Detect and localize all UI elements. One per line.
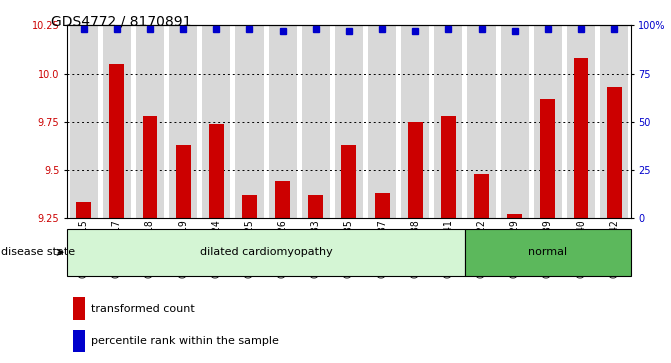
Bar [368, 25, 396, 218]
Text: disease state: disease state [1, 247, 74, 257]
Bar [474, 174, 489, 218]
Bar [408, 122, 423, 218]
Bar [103, 25, 131, 218]
Bar [533, 25, 562, 218]
Bar [574, 58, 588, 218]
Bar [275, 181, 290, 218]
Bar [72, 297, 85, 320]
Bar [268, 25, 297, 218]
Text: GDS4772 / 8170891: GDS4772 / 8170891 [50, 15, 191, 29]
Text: transformed count: transformed count [91, 304, 195, 314]
Bar [308, 195, 323, 218]
Bar [109, 64, 124, 218]
Bar [465, 229, 631, 276]
Bar [434, 25, 462, 218]
Bar [209, 123, 223, 218]
Bar [567, 25, 595, 218]
Bar [142, 116, 158, 218]
Bar [335, 25, 363, 218]
Bar [72, 330, 85, 352]
Bar [169, 25, 197, 218]
Bar [242, 195, 257, 218]
Bar [374, 193, 390, 218]
Bar [507, 214, 522, 218]
Bar [202, 25, 230, 218]
Bar [176, 145, 191, 218]
Text: percentile rank within the sample: percentile rank within the sample [91, 337, 278, 346]
Bar [302, 25, 330, 218]
Bar [468, 25, 496, 218]
Bar [441, 116, 456, 218]
Bar [600, 25, 628, 218]
Bar [67, 229, 465, 276]
Bar [501, 25, 529, 218]
Bar [236, 25, 264, 218]
Bar [540, 98, 556, 218]
Bar [401, 25, 429, 218]
Text: dilated cardiomyopathy: dilated cardiomyopathy [200, 247, 332, 257]
Bar [70, 25, 98, 218]
Text: normal: normal [528, 247, 568, 257]
Bar [342, 145, 356, 218]
Bar [607, 87, 621, 218]
Bar [76, 203, 91, 218]
Bar [136, 25, 164, 218]
